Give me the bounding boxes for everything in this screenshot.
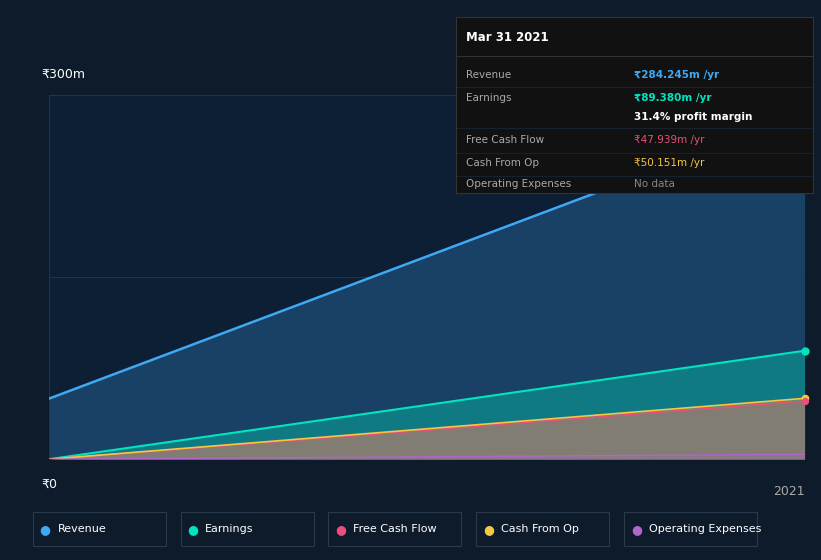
Text: Cash From Op: Cash From Op [466, 158, 539, 168]
Text: Earnings: Earnings [466, 93, 511, 103]
Text: ●: ● [483, 522, 494, 536]
Text: ₹284.245m /yr: ₹284.245m /yr [635, 70, 719, 80]
Point [798, 110, 811, 119]
Text: ●: ● [631, 522, 642, 536]
Text: ●: ● [39, 522, 51, 536]
Point [798, 346, 811, 355]
Text: Operating Expenses: Operating Expenses [466, 179, 571, 189]
Point [798, 396, 811, 405]
Text: Cash From Op: Cash From Op [501, 524, 579, 534]
Text: Mar 31 2021: Mar 31 2021 [466, 31, 549, 44]
Text: ₹47.939m /yr: ₹47.939m /yr [635, 136, 704, 145]
Point [798, 394, 811, 403]
Text: Revenue: Revenue [57, 524, 106, 534]
Text: No data: No data [635, 179, 675, 189]
Text: ₹0: ₹0 [42, 477, 57, 491]
Text: Revenue: Revenue [466, 70, 511, 80]
Text: ₹89.380m /yr: ₹89.380m /yr [635, 93, 712, 103]
Text: 31.4% profit margin: 31.4% profit margin [635, 113, 753, 122]
Text: Earnings: Earnings [205, 524, 254, 534]
Text: Operating Expenses: Operating Expenses [649, 524, 761, 534]
Text: Free Cash Flow: Free Cash Flow [353, 524, 437, 534]
Text: 2021: 2021 [773, 485, 805, 498]
Text: ●: ● [335, 522, 346, 536]
Text: ₹300m: ₹300m [42, 68, 85, 81]
Text: ●: ● [187, 522, 199, 536]
Text: Free Cash Flow: Free Cash Flow [466, 136, 544, 145]
Text: ₹50.151m /yr: ₹50.151m /yr [635, 158, 704, 168]
